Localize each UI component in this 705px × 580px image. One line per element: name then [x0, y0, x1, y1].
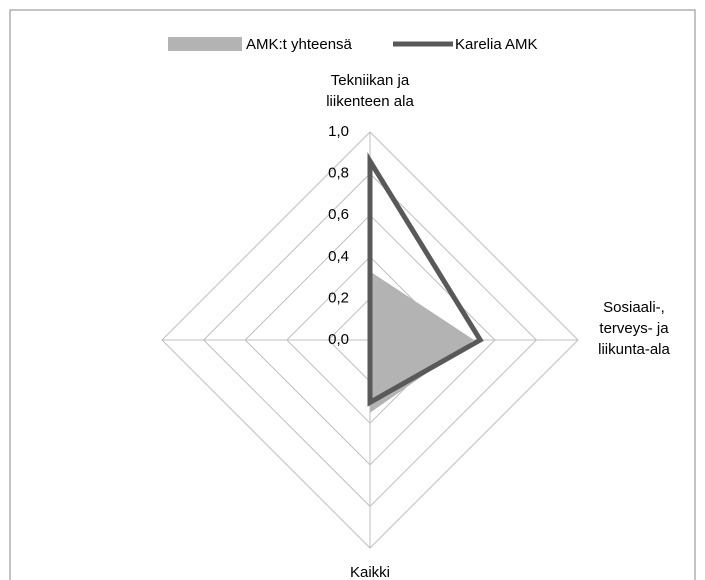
line [367, 152, 484, 407]
category-label: Kaikki [349, 564, 390, 580]
y-tick-label: 0,8 [328, 165, 349, 182]
legend-label: AMK:t yhteensä [246, 36, 353, 53]
y-tick-label: 1,0 [328, 123, 349, 140]
y-tick-label: 0,2 [328, 289, 349, 306]
category-label: Tekniikan ja liikenteen ala [326, 72, 414, 110]
grid-ring [161, 131, 579, 549]
grid-ring [202, 172, 538, 508]
category-label: Sosiaali-, terveys- ja liikunta-ala [598, 299, 670, 358]
legend-swatch [168, 37, 242, 51]
y-tick-label: 0,0 [328, 331, 349, 348]
y-tick-label: 0,6 [328, 206, 349, 223]
y-tick-label: 0,4 [328, 248, 349, 265]
area [370, 271, 474, 413]
legend-label: Karelia AMK [455, 36, 538, 53]
chart-frame [9, 9, 696, 580]
